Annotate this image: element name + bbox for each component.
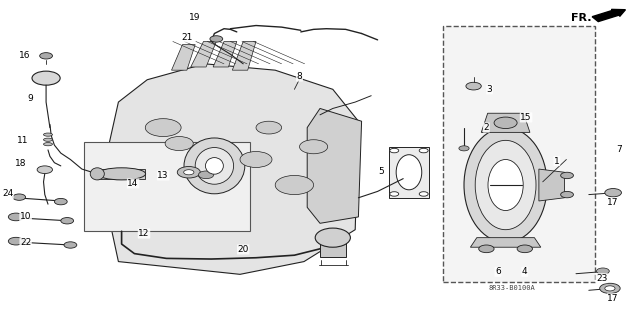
Circle shape [145, 119, 181, 137]
Ellipse shape [44, 133, 52, 136]
Bar [320, 239, 346, 257]
Circle shape [466, 82, 481, 90]
Text: 24: 24 [2, 189, 13, 198]
Circle shape [419, 148, 428, 153]
Circle shape [240, 152, 272, 167]
Ellipse shape [205, 158, 223, 174]
Text: 15: 15 [520, 113, 532, 122]
Circle shape [165, 137, 193, 151]
Circle shape [605, 286, 615, 291]
Text: 17: 17 [607, 294, 619, 303]
Circle shape [479, 245, 494, 253]
Text: 6: 6 [495, 267, 500, 276]
Ellipse shape [195, 147, 234, 184]
Text: 4: 4 [522, 267, 527, 276]
Text: 22: 22 [20, 238, 31, 247]
Circle shape [32, 71, 60, 85]
Polygon shape [191, 41, 216, 67]
Polygon shape [481, 113, 530, 132]
Circle shape [8, 237, 24, 245]
Ellipse shape [44, 138, 52, 141]
Polygon shape [307, 108, 362, 223]
Text: 13: 13 [157, 171, 169, 180]
Circle shape [54, 198, 67, 205]
Circle shape [210, 36, 223, 42]
Bar [443, 26, 595, 282]
Circle shape [177, 167, 200, 178]
Circle shape [300, 140, 328, 154]
Text: 7: 7 [617, 145, 622, 154]
Circle shape [494, 117, 517, 129]
Circle shape [605, 189, 621, 197]
Text: 2: 2 [484, 123, 489, 132]
Circle shape [561, 191, 573, 198]
Text: 9: 9 [28, 94, 33, 103]
Polygon shape [172, 45, 195, 70]
Circle shape [517, 245, 532, 253]
Circle shape [40, 53, 52, 59]
Circle shape [390, 148, 399, 153]
Circle shape [37, 166, 52, 174]
Text: 10: 10 [20, 212, 31, 221]
Text: 18: 18 [15, 159, 26, 168]
Text: 17: 17 [607, 198, 619, 207]
Text: 16: 16 [19, 51, 30, 60]
Circle shape [561, 172, 573, 179]
Polygon shape [213, 41, 237, 67]
Circle shape [13, 194, 26, 200]
Circle shape [596, 268, 609, 274]
Polygon shape [106, 64, 358, 274]
Ellipse shape [44, 143, 52, 146]
Text: 19: 19 [189, 13, 201, 22]
Text: 3: 3 [487, 85, 492, 94]
Polygon shape [470, 238, 541, 247]
Circle shape [8, 213, 24, 221]
Circle shape [61, 218, 74, 224]
Text: 14: 14 [127, 179, 139, 188]
Circle shape [64, 242, 77, 248]
Text: FR.: FR. [572, 12, 592, 23]
Ellipse shape [488, 160, 524, 211]
Circle shape [600, 283, 620, 293]
Ellipse shape [315, 228, 351, 247]
Text: 11: 11 [17, 137, 28, 145]
Ellipse shape [184, 138, 245, 194]
Ellipse shape [90, 168, 104, 180]
Circle shape [390, 192, 399, 196]
Text: 8R33-B0100A: 8R33-B0100A [488, 285, 536, 291]
Bar [84, 142, 250, 231]
Ellipse shape [476, 140, 536, 230]
Text: 8: 8 [297, 72, 302, 81]
Ellipse shape [97, 168, 146, 180]
Bar [389, 147, 429, 198]
Polygon shape [232, 41, 256, 70]
Circle shape [459, 146, 469, 151]
Circle shape [419, 192, 428, 196]
Circle shape [256, 121, 282, 134]
Text: 20: 20 [237, 245, 249, 254]
Polygon shape [539, 169, 564, 201]
Circle shape [198, 171, 214, 179]
FancyArrow shape [592, 9, 625, 22]
Bar [97, 169, 145, 179]
Text: 1: 1 [554, 157, 559, 166]
Text: 21: 21 [181, 33, 193, 42]
Text: 5: 5 [379, 167, 384, 176]
Text: 23: 23 [596, 274, 607, 283]
Text: 12: 12 [138, 229, 150, 238]
Circle shape [275, 175, 314, 195]
Ellipse shape [464, 128, 547, 242]
Circle shape [184, 170, 194, 175]
Ellipse shape [396, 155, 422, 190]
